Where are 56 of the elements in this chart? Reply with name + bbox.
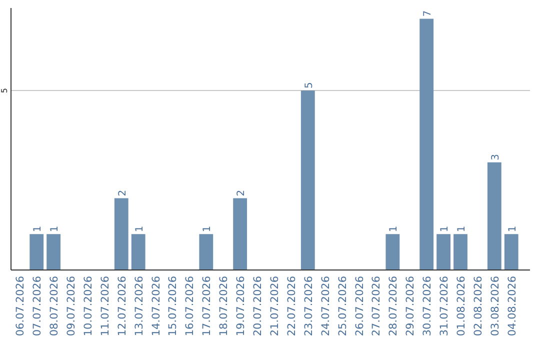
x-tick-label: 20.07.2026 [252,276,264,336]
bar [436,234,450,270]
x-tick-label: 24.07.2026 [320,276,332,336]
data-label: 1 [32,226,44,232]
data-label: 5 [304,82,315,89]
x-tick-label: 17.07.2026 [201,276,214,336]
data-label: 1 [388,226,400,232]
data-label: 1 [507,226,518,232]
data-label: 1 [440,226,451,232]
bar [504,234,518,270]
x-tick-label: 15.07.2026 [167,276,180,336]
x-tick-label: 12.07.2026 [116,276,128,336]
data-label: 2 [117,190,128,196]
data-label: 2 [236,190,248,196]
bar [114,198,128,270]
x-tick-label: 29.07.2026 [404,276,417,336]
bar [30,234,44,270]
data-label: 7 [422,10,434,17]
x-tick-label: 13.07.2026 [133,276,146,336]
x-tick-label: 10.07.2026 [82,276,94,336]
bar [233,198,248,270]
bar [454,234,468,270]
x-tick-label: 09.07.2026 [66,276,78,336]
data-label: 1 [134,226,146,232]
x-tick-label: 07.07.2026 [32,276,44,336]
bar [487,162,502,270]
x-tick-label: 16.07.2026 [184,276,196,336]
bar [199,234,214,270]
x-tick-label: 02.08.2026 [472,276,484,336]
x-tick-label: 27.07.2026 [370,276,383,336]
bar [386,234,400,270]
x-tick-label: 08.07.2026 [48,276,61,336]
x-tick-label: 26.07.2026 [354,276,366,336]
x-tick-label: 06.07.2026 [14,276,27,336]
x-tick-label: 03.08.2026 [489,276,502,336]
data-label: 1 [202,226,214,232]
x-tick-label: 22.07.2026 [286,276,298,336]
x-tick-label: 19.07.2026 [235,276,248,336]
x-tick-label: 31.07.2026 [438,276,451,336]
x-tick-label: 28.07.2026 [388,276,400,336]
x-tick-label: 14.07.2026 [150,276,162,336]
bar [300,90,315,270]
x-tick-label: 21.07.2026 [268,276,281,336]
x-tick-label: 18.07.2026 [218,276,230,336]
x-tick-label: 25.07.2026 [336,276,349,336]
data-label: 1 [50,226,61,232]
data-label: 1 [456,226,468,232]
bar [131,234,146,270]
x-tick-label: 11.07.2026 [99,276,112,336]
x-tick-label: 30.07.2026 [422,276,434,336]
bar [420,18,434,270]
x-tick-label: 04.08.2026 [506,276,518,336]
x-tick-label: 01.08.2026 [455,276,468,336]
bar [46,234,61,270]
data-label: 3 [490,154,502,160]
x-tick-label: 23.07.2026 [302,276,315,336]
